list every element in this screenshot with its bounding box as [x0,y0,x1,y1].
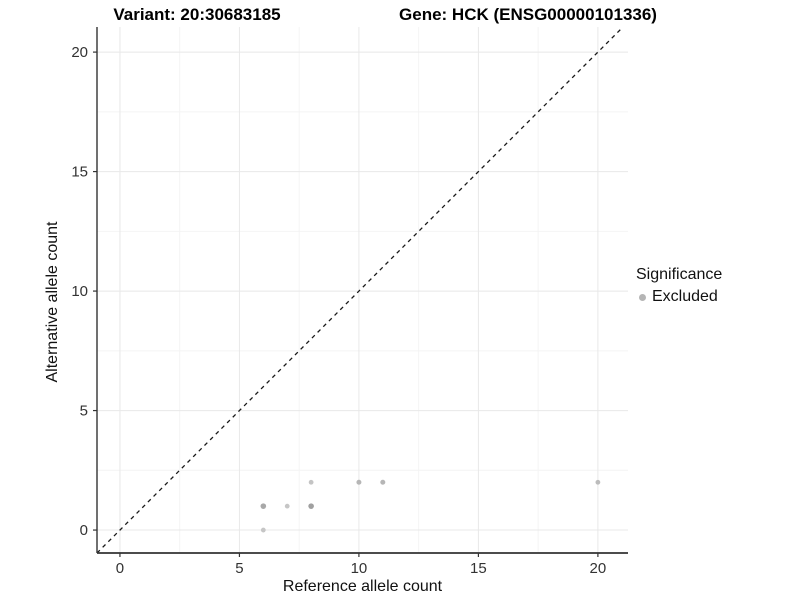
x-tick-label: 0 [116,560,124,577]
x-tick-label: 10 [351,560,368,577]
data-point [595,479,601,485]
x-tick-label: 5 [235,560,243,577]
plot-title-variant: Variant: 20:30683185 [113,5,281,24]
y-axis-title: Alternative allele count [44,221,61,383]
legend-item-label: Excluded [652,288,718,305]
excluded-dot-icon [639,293,646,301]
y-tick-label: 5 [80,403,88,420]
identity-line [96,26,624,554]
y-tick-label: 15 [71,164,88,181]
data-point [284,503,290,509]
x-tick-label: 20 [590,560,607,577]
data-point [308,503,314,509]
data-point [356,479,362,485]
data-point [260,527,266,533]
data-point [380,479,386,485]
y-tick-label: 10 [71,283,88,300]
y-tick-label: 20 [71,44,88,61]
legend-item-excluded: Excluded [636,288,722,306]
plot-title-gene: Gene: HCK (ENSG00000101336) [399,5,657,24]
legend: Significance Excluded [636,266,722,306]
x-axis-title: Reference allele count [282,578,443,595]
x-tick-label: 15 [470,560,487,577]
data-point [260,503,267,509]
data-point [308,479,314,485]
y-tick-label: 0 [80,522,88,539]
legend-title: Significance [636,266,723,283]
